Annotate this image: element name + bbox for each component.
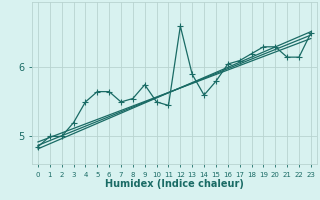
X-axis label: Humidex (Indice chaleur): Humidex (Indice chaleur): [105, 179, 244, 189]
